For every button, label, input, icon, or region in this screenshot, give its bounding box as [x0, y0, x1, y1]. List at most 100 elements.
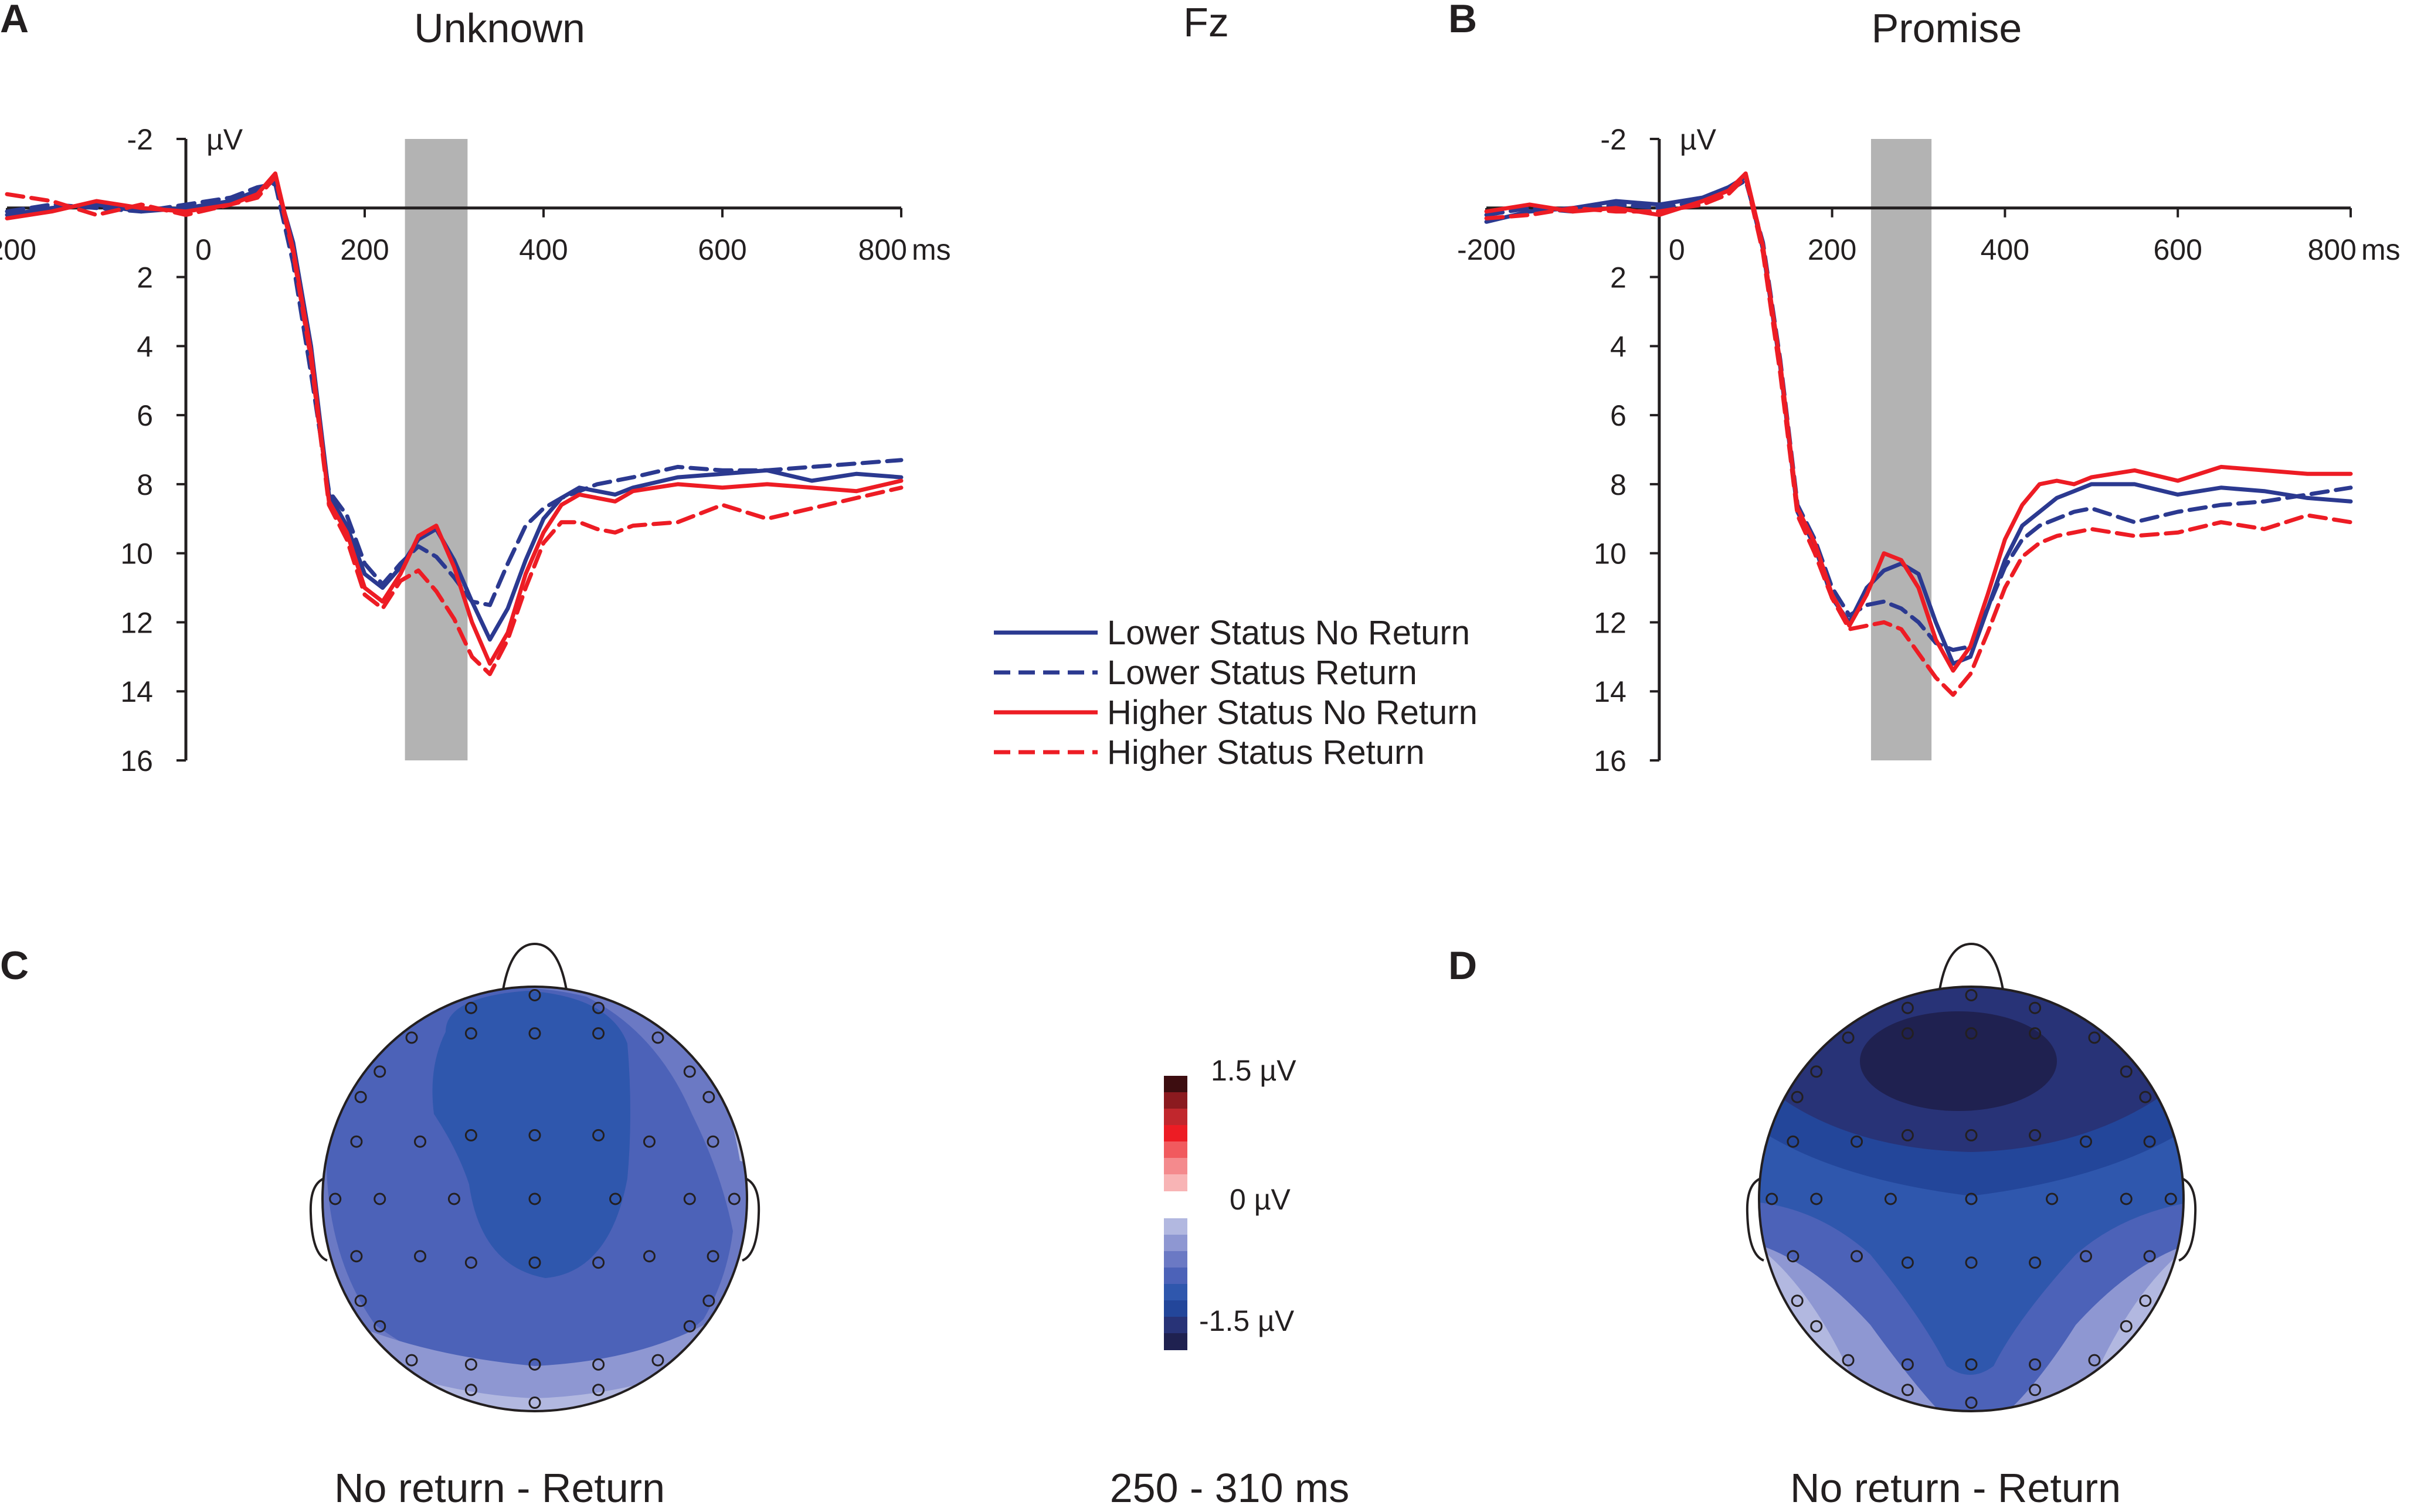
topomap-c: [309, 942, 760, 1412]
electrode-marker: [1901, 1384, 1914, 1397]
electrode-marker: [592, 1384, 605, 1397]
electrode-marker: [528, 988, 541, 1001]
y-tick-label: 12: [1594, 606, 1627, 639]
x-tick-label: 200: [340, 233, 389, 266]
electrode-marker: [464, 1001, 477, 1014]
time-window-label: 250 - 310 ms: [1110, 1465, 1350, 1511]
panel-letter-b: B: [1448, 0, 1477, 41]
y-tick-label: -2: [1600, 123, 1626, 156]
electrode-marker: [464, 1129, 477, 1141]
electrode-marker: [2120, 1192, 2133, 1205]
y-tick-label: 8: [1610, 468, 1627, 501]
y-tick-label: 16: [1594, 745, 1627, 777]
y-tick-label: 12: [120, 606, 153, 639]
electrode-marker: [643, 1250, 656, 1263]
electrode-marker: [1851, 1250, 1863, 1263]
x-tick-label: -200: [0, 233, 36, 266]
electrode-marker: [702, 1294, 715, 1307]
electrode-marker: [592, 1256, 605, 1269]
electrode-marker: [592, 1001, 605, 1014]
electrode-marker: [1787, 1250, 1800, 1263]
electrode-marker: [528, 1192, 541, 1205]
electrode-marker: [1791, 1294, 1804, 1307]
head-outline: [1758, 986, 2185, 1412]
colorbar-segment-positive: [1164, 1125, 1187, 1142]
electrode-marker: [1965, 1129, 1978, 1141]
panel-d-caption: No return - Return: [1790, 1465, 2121, 1511]
electrode-marker: [2029, 1001, 2042, 1014]
x-tick-label: 400: [519, 233, 568, 266]
colorbar-segment-negative: [1164, 1218, 1187, 1235]
y-tick-label: 4: [137, 330, 153, 363]
electrode-marker: [374, 1065, 386, 1078]
colorbar: [1164, 1076, 1187, 1350]
topomap-d-fill: [1759, 987, 2184, 1411]
electrode-marker: [1884, 1192, 1897, 1205]
electrode-marker: [2046, 1192, 2059, 1205]
y-unit-label: µV: [206, 123, 243, 156]
colorbar-segment-negative: [1164, 1268, 1187, 1285]
electrode-marker: [1842, 1354, 1855, 1367]
panel-letter-d: D: [1448, 943, 1477, 988]
y-tick-label: 4: [1610, 330, 1627, 363]
nose-outline: [502, 942, 568, 990]
panel-a-title: Unknown: [414, 5, 585, 51]
electrode-marker: [1965, 1397, 1978, 1409]
electrode-marker: [447, 1192, 460, 1205]
electrode-marker: [329, 1192, 342, 1205]
electrode-marker: [528, 1397, 541, 1409]
series-line-2: [5, 182, 904, 607]
y-unit-label: µV: [1680, 123, 1717, 156]
electrode-marker: [528, 1027, 541, 1040]
analysis-window-band: [405, 139, 468, 760]
electrode-marker: [2088, 1031, 2101, 1044]
electrode-marker: [414, 1135, 427, 1148]
colorbar-segment-positive: [1164, 1141, 1187, 1158]
electrode-marker: [1851, 1135, 1863, 1148]
y-tick-label: 14: [1594, 675, 1627, 708]
electrode-marker: [2029, 1027, 2042, 1040]
x-unit-label: ms: [2361, 233, 2401, 266]
electrode-marker: [1965, 1027, 1978, 1040]
electrode-marker: [592, 1129, 605, 1141]
electrode-marker: [707, 1135, 719, 1148]
erp-chart-promise: -200 0 200 400 600 800 ms -2 2 4 6 8 10 12 14 16 µV: [1457, 123, 2401, 777]
legend-label: Lower Status Return: [1107, 654, 1417, 692]
legend-label: Lower Status No Return: [1107, 614, 1470, 652]
electrode-marker: [707, 1250, 719, 1263]
electrode-marker: [2088, 1354, 2101, 1367]
colorbar-segment-negative: [1164, 1300, 1187, 1317]
electrode-marker: [374, 1192, 386, 1205]
electrode-marker: [2164, 1192, 2177, 1205]
electrode-marker: [528, 1129, 541, 1141]
electrode-marker: [683, 1192, 696, 1205]
y-tick-label: 6: [137, 399, 153, 432]
electrodes-d: [1765, 988, 2177, 1409]
electrode-marker: [1810, 1065, 1823, 1078]
electrode-marker: [609, 1192, 622, 1205]
x-tick-label: 0: [1669, 233, 1685, 266]
y-tick-label: -2: [127, 123, 153, 156]
colorbar-segment-negative: [1164, 1284, 1187, 1301]
electrode-marker: [592, 1027, 605, 1040]
electrode-marker: [592, 1358, 605, 1371]
electrode-marker: [1901, 1129, 1914, 1141]
electrode-marker: [683, 1065, 696, 1078]
y-tick-label: 10: [120, 538, 153, 570]
x-tick-label: 800: [2308, 233, 2357, 266]
electrode-marker: [1765, 1192, 1778, 1205]
electrode-marker: [1901, 1001, 1914, 1014]
colorbar-segment-negative: [1164, 1317, 1187, 1334]
series-line-3: [5, 171, 904, 666]
electrode-marker: [464, 1027, 477, 1040]
topomap-d: [1746, 942, 2197, 1412]
electrode-marker: [728, 1192, 741, 1205]
x-tick-label: 400: [1981, 233, 2029, 266]
electrode-marker: [2079, 1250, 2092, 1263]
electrode-marker: [2120, 1065, 2133, 1078]
y-tick-label: 6: [1610, 399, 1627, 432]
electrode-marker: [1901, 1358, 1914, 1371]
y-tick-label: 2: [137, 261, 153, 294]
series-line-4: [5, 175, 904, 677]
